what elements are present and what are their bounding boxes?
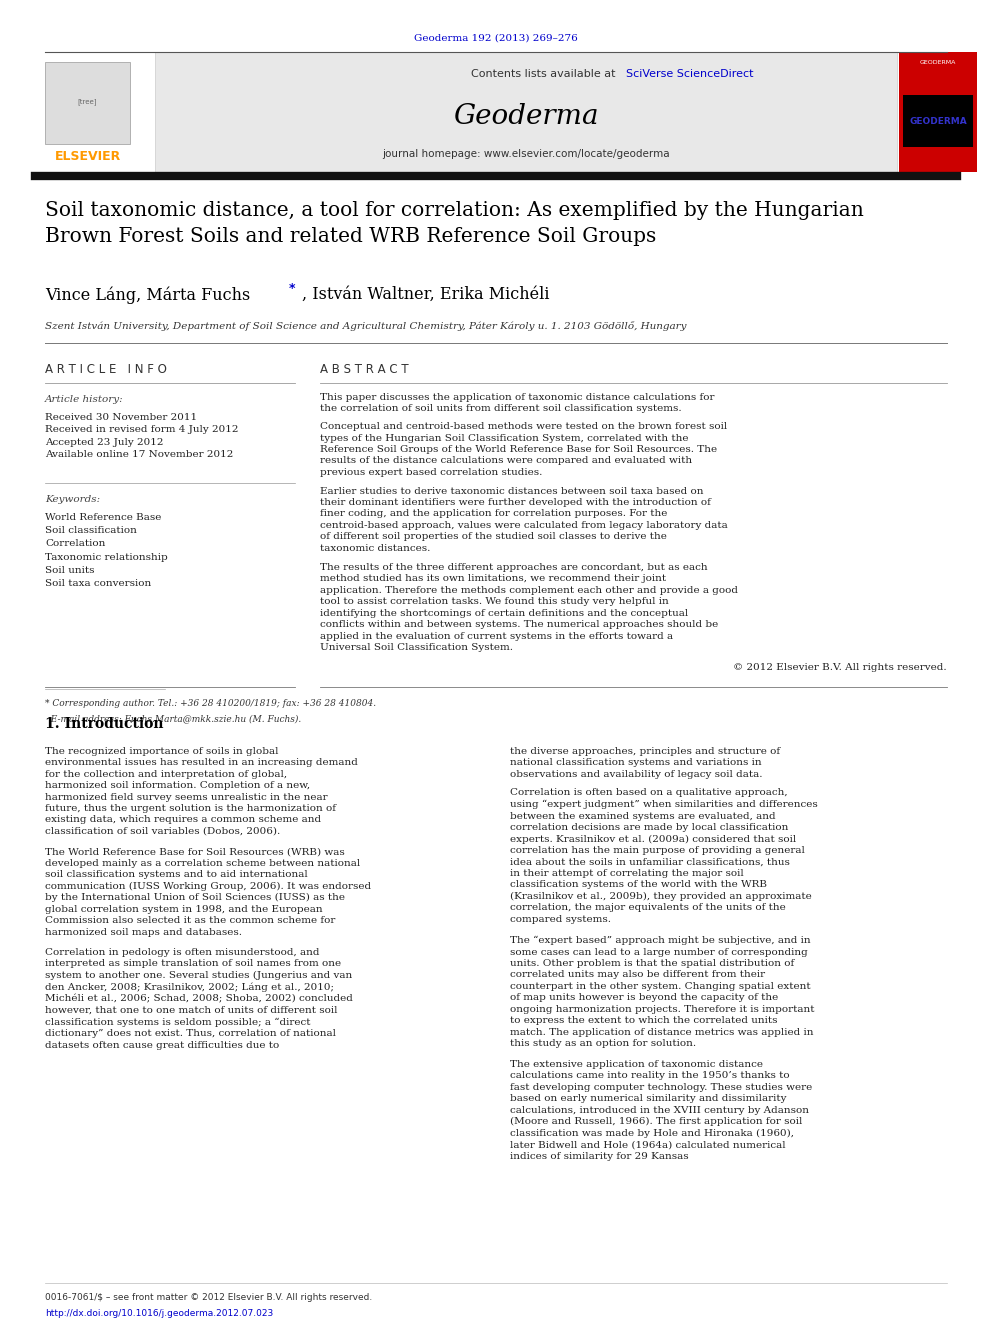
Text: This paper discusses the application of taxonomic distance calculations for
the : This paper discusses the application of … [320,393,714,414]
Text: 1. Introduction: 1. Introduction [45,717,164,730]
Text: Correlation is often based on a qualitative approach,
using “expert judgment” wh: Correlation is often based on a qualitat… [510,789,817,923]
Bar [155,52,897,172]
Text: the diverse approaches, principles and structure of
national classification syst: the diverse approaches, principles and s… [510,746,780,779]
Text: *: * [289,282,296,295]
Text: A B S T R A C T: A B S T R A C T [320,363,409,376]
Text: ELSEVIER: ELSEVIER [55,151,121,164]
Bar [45,62,130,144]
Text: Soil taxonomic distance, a tool for correlation: As exemplified by the Hungarian: Soil taxonomic distance, a tool for corr… [45,201,864,246]
Text: GEODERMA: GEODERMA [920,60,956,65]
Text: Szent István University, Department of Soil Science and Agricultural Chemistry, : Szent István University, Department of S… [45,321,686,331]
Text: Geoderma: Geoderma [453,103,599,131]
Text: Earlier studies to derive taxonomic distances between soil taxa based on
their d: Earlier studies to derive taxonomic dist… [320,487,728,553]
Text: Correlation in pedology is often misunderstood, and
interpreted as simple transl: Correlation in pedology is often misunde… [45,947,353,1049]
Text: * Corresponding author. Tel.: +36 28 410200/1819; fax: +36 28 410804.: * Corresponding author. Tel.: +36 28 410… [45,699,376,708]
Text: A R T I C L E   I N F O: A R T I C L E I N F O [45,363,167,376]
Text: Geoderma 192 (2013) 269–276: Geoderma 192 (2013) 269–276 [414,33,578,42]
Text: The recognized importance of soils in global
environmental issues has resulted i: The recognized importance of soils in gl… [45,746,358,836]
Text: Article history:: Article history: [45,396,124,404]
Text: E-mail address: Fuchs.Marta@mkk.szie.hu (M. Fuchs).: E-mail address: Fuchs.Marta@mkk.szie.hu … [45,714,302,722]
Text: World Reference Base
Soil classification
Correlation
Taxonomic relationship
Soil: World Reference Base Soil classification… [45,513,168,587]
Text: © 2012 Elsevier B.V. All rights reserved.: © 2012 Elsevier B.V. All rights reserved… [733,663,947,672]
Text: Received 30 November 2011
Received in revised form 4 July 2012
Accepted 23 July : Received 30 November 2011 Received in re… [45,413,238,459]
Text: The World Reference Base for Soil Resources (WRB) was
developed mainly as a corr: The World Reference Base for Soil Resour… [45,847,371,937]
Bar [899,52,977,172]
Text: SciVerse ScienceDirect: SciVerse ScienceDirect [626,69,754,79]
Text: [tree]: [tree] [77,99,97,106]
Bar [903,95,973,147]
Text: journal homepage: www.elsevier.com/locate/geoderma: journal homepage: www.elsevier.com/locat… [382,149,670,159]
Text: The results of the three different approaches are concordant, but as each
method: The results of the three different appro… [320,562,738,652]
Text: Conceptual and centroid-based methods were tested on the brown forest soil
types: Conceptual and centroid-based methods we… [320,422,727,476]
Text: GEODERMA: GEODERMA [909,116,967,126]
Bar [35,52,135,172]
Text: Keywords:: Keywords: [45,495,100,504]
Text: Vince Láng, Márta Fuchs: Vince Láng, Márta Fuchs [45,286,250,303]
Text: The extensive application of taxonomic distance
calculations came into reality i: The extensive application of taxonomic d… [510,1060,812,1160]
Text: , István Waltner, Erika Michéli: , István Waltner, Erika Michéli [302,286,550,303]
Text: http://dx.doi.org/10.1016/j.geoderma.2012.07.023: http://dx.doi.org/10.1016/j.geoderma.201… [45,1308,273,1318]
Text: 0016-7061/$ – see front matter © 2012 Elsevier B.V. All rights reserved.: 0016-7061/$ – see front matter © 2012 El… [45,1293,372,1302]
Text: Contents lists available at: Contents lists available at [471,69,619,79]
Text: The “expert based” approach might be subjective, and in
some cases can lead to a: The “expert based” approach might be sub… [510,935,814,1048]
